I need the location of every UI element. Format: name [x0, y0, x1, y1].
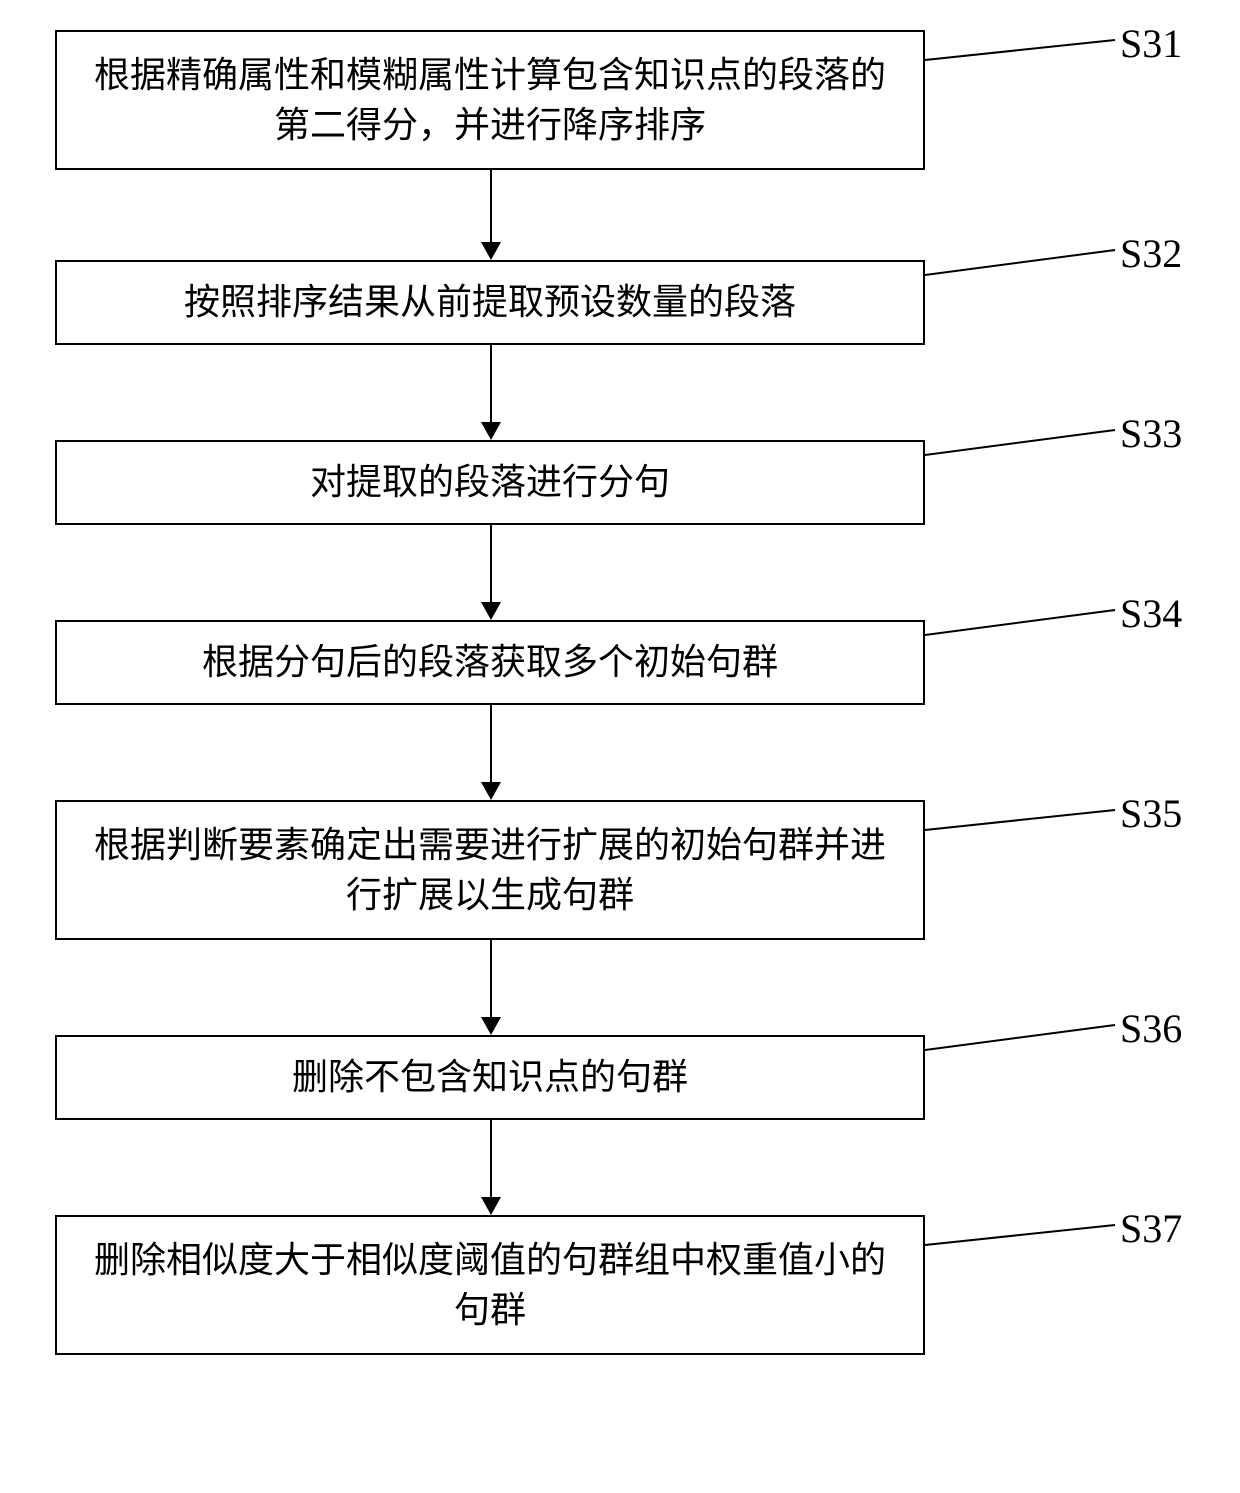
step-label-s35: S35: [1120, 790, 1182, 837]
arrow-s32-s33: [490, 345, 492, 422]
step-label-s34: S34: [1120, 590, 1182, 637]
arrowhead-s34-s35: [481, 782, 501, 800]
label-connector-s37: [925, 1220, 1120, 1250]
box-text-s36: 删除不包含知识点的句群: [292, 1052, 688, 1102]
flowchart-box-s32: 按照排序结果从前提取预设数量的段落: [55, 260, 925, 345]
box-text-s33: 对提取的段落进行分句: [310, 457, 670, 507]
arrow-s34-s35: [490, 705, 492, 782]
label-connector-s31: [925, 35, 1120, 65]
arrow-s31-s32: [490, 170, 492, 242]
arrow-s36-s37: [490, 1120, 492, 1197]
step-label-s36: S36: [1120, 1005, 1182, 1052]
box-text-s31: 根据精确属性和模糊属性计算包含知识点的段落的第二得分，并进行降序排序: [77, 50, 903, 151]
arrowhead-s32-s33: [481, 422, 501, 440]
label-connector-s36: [925, 1020, 1120, 1055]
flowchart-box-s36: 删除不包含知识点的句群: [55, 1035, 925, 1120]
step-label-s32: S32: [1120, 230, 1182, 277]
step-label-s33: S33: [1120, 410, 1182, 457]
step-label-s37: S37: [1120, 1205, 1182, 1252]
flowchart-box-s35: 根据判断要素确定出需要进行扩展的初始句群并进行扩展以生成句群: [55, 800, 925, 940]
step-label-s31: S31: [1120, 20, 1182, 67]
box-text-s37: 删除相似度大于相似度阈值的句群组中权重值小的句群: [77, 1235, 903, 1336]
arrowhead-s36-s37: [481, 1197, 501, 1215]
arrowhead-s31-s32: [481, 242, 501, 260]
arrowhead-s35-s36: [481, 1017, 501, 1035]
label-connector-s32: [925, 245, 1120, 280]
arrow-s33-s34: [490, 525, 492, 602]
flowchart-box-s37: 删除相似度大于相似度阈值的句群组中权重值小的句群: [55, 1215, 925, 1355]
arrow-s35-s36: [490, 940, 492, 1017]
box-text-s35: 根据判断要素确定出需要进行扩展的初始句群并进行扩展以生成句群: [77, 820, 903, 921]
flowchart-box-s34: 根据分句后的段落获取多个初始句群: [55, 620, 925, 705]
box-text-s34: 根据分句后的段落获取多个初始句群: [202, 637, 778, 687]
flowchart-container: 根据精确属性和模糊属性计算包含知识点的段落的第二得分，并进行降序排序 S31 按…: [0, 0, 1240, 1493]
label-connector-s34: [925, 605, 1120, 640]
flowchart-box-s31: 根据精确属性和模糊属性计算包含知识点的段落的第二得分，并进行降序排序: [55, 30, 925, 170]
box-text-s32: 按照排序结果从前提取预设数量的段落: [184, 277, 796, 327]
flowchart-box-s33: 对提取的段落进行分句: [55, 440, 925, 525]
arrowhead-s33-s34: [481, 602, 501, 620]
label-connector-s35: [925, 805, 1120, 835]
label-connector-s33: [925, 425, 1120, 460]
